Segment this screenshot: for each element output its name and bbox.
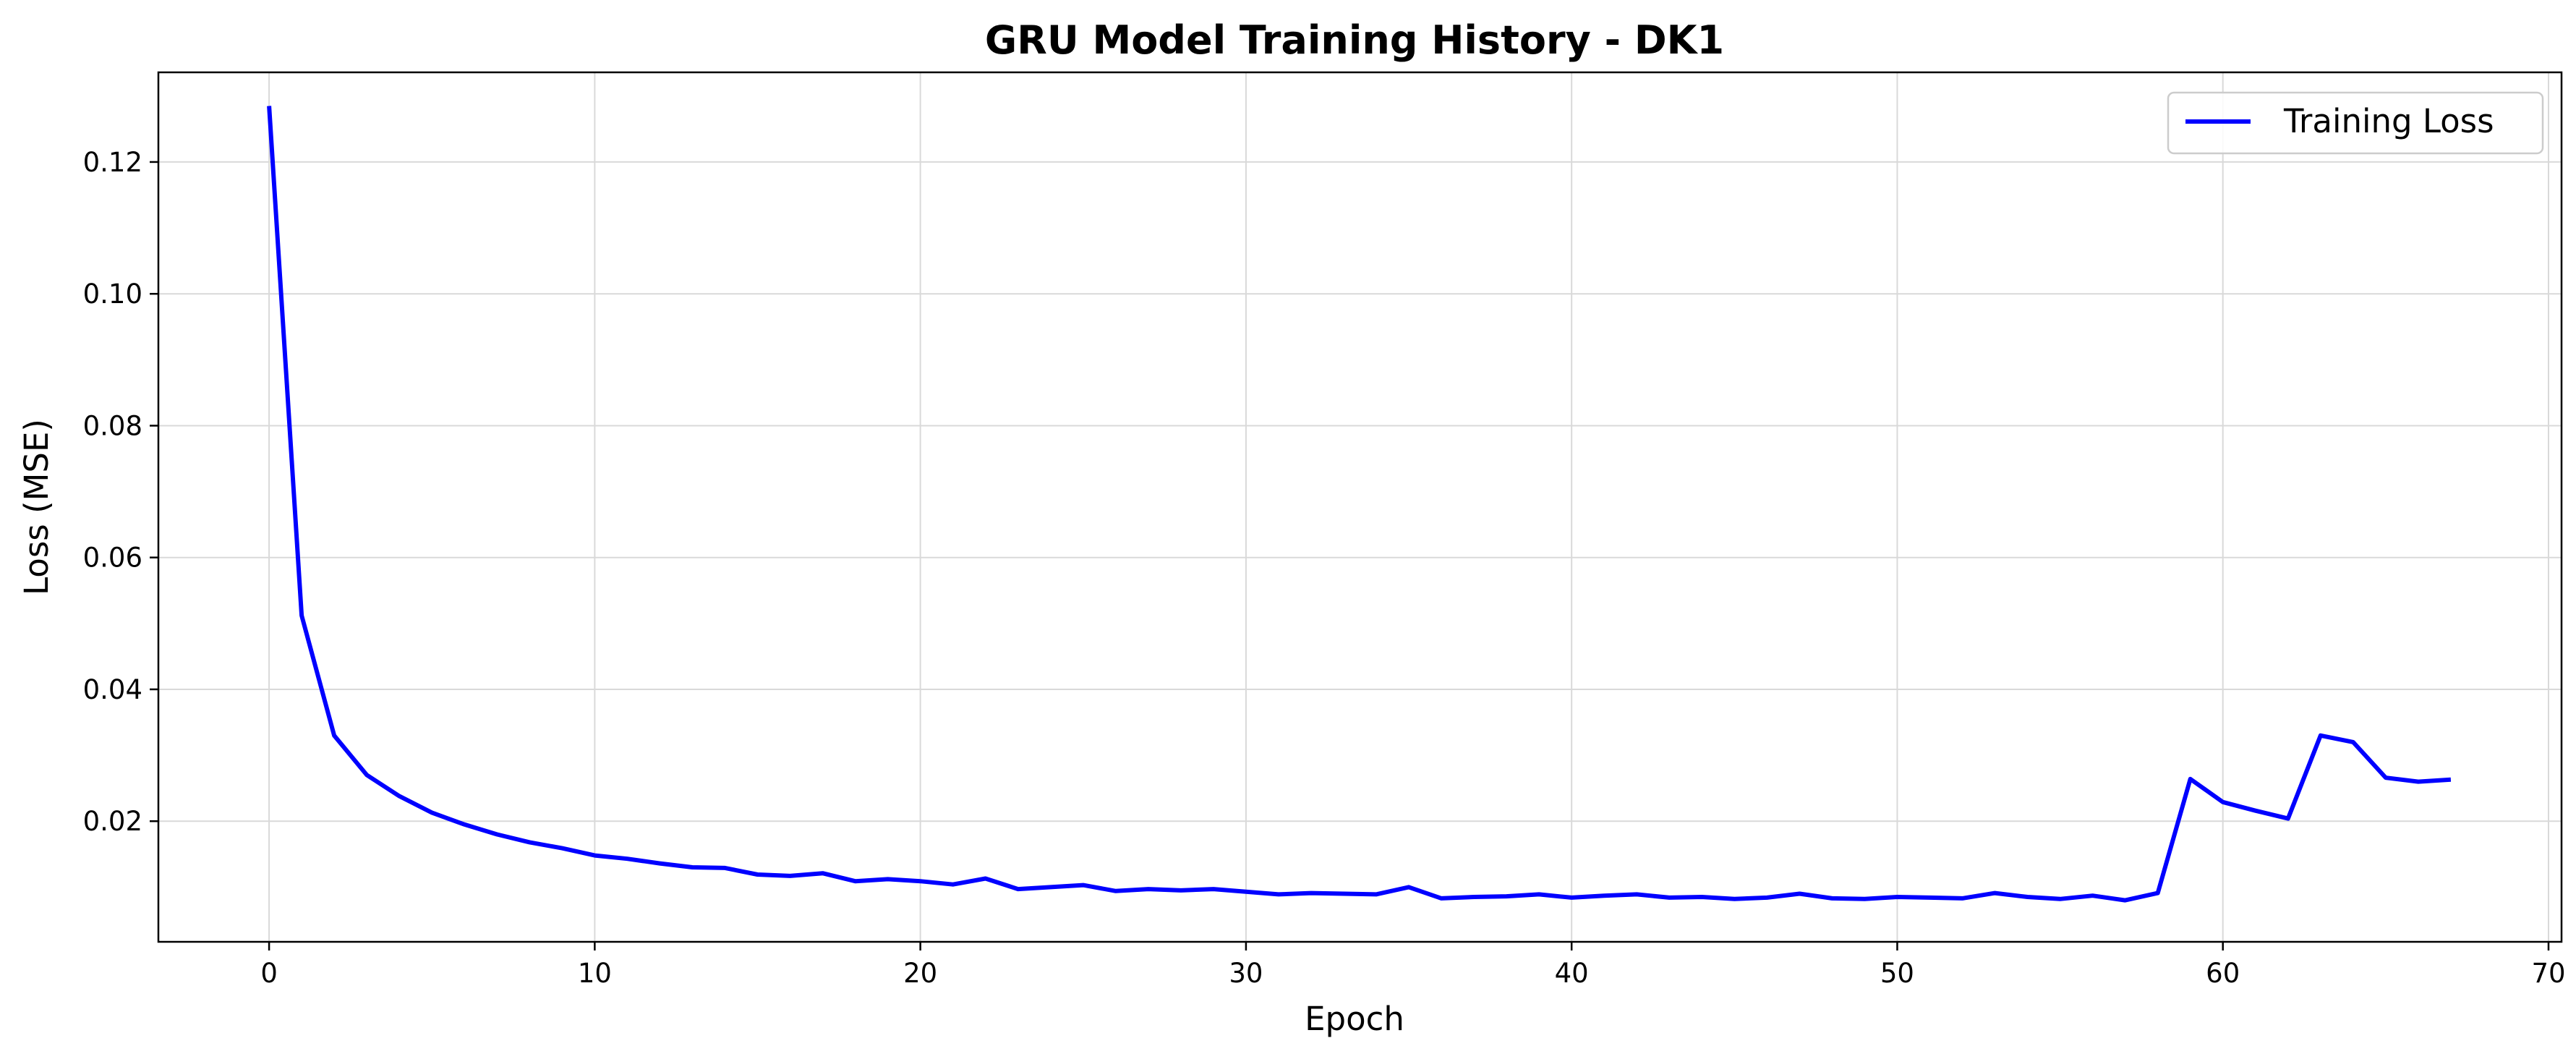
grid-lines [158,72,2562,942]
legend-label: Training Loss [2283,102,2494,140]
y-tick-label: 0.04 [83,674,142,705]
x-tick-label: 50 [1880,958,1914,989]
plot-area [158,72,2562,942]
chart-title: GRU Model Training History - DK1 [985,17,1724,63]
training-loss-line [267,106,2452,903]
axis-ticks: 0 10 20 30 40 50 60 70 0.02 0.04 0.06 0.08 0.10 0.12 [83,147,2566,989]
legend: Training Loss [2167,91,2544,155]
x-tick-label: 60 [2206,958,2240,989]
x-axis-label: Epoch [1305,1000,1404,1038]
x-tick-label: 70 [2531,958,2565,989]
y-tick-label: 0.02 [83,806,142,837]
x-tick-label: 40 [1555,958,1589,989]
x-tick-label: 0 [260,958,278,989]
series-lines [267,106,2452,903]
x-tick-label: 10 [578,958,612,989]
legend-box [2167,91,2544,155]
x-tick-label: 20 [903,958,937,989]
x-tick-label: 30 [1229,958,1263,989]
y-tick-label: 0.10 [83,278,142,310]
y-axis-label: Loss (MSE) [17,419,56,595]
y-tick-label: 0.06 [83,543,142,574]
y-tick-label: 0.08 [83,410,142,441]
plot-frame [157,71,2563,943]
y-tick-label: 0.12 [83,147,142,178]
